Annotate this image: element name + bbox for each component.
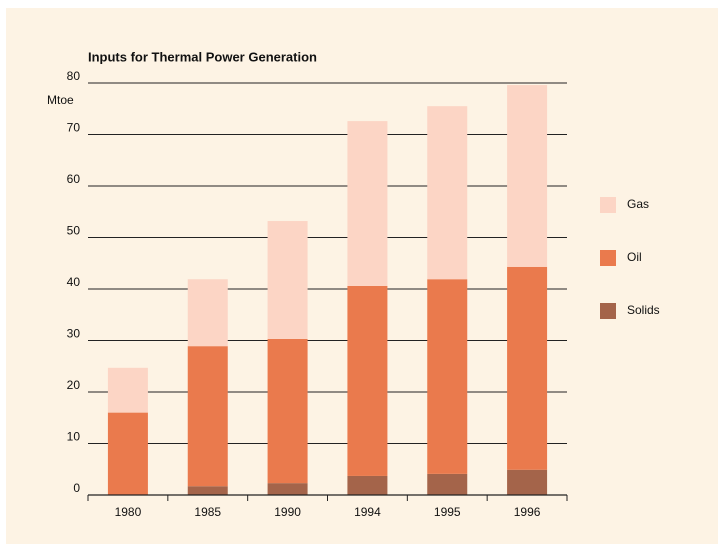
legend-swatch: [600, 303, 616, 319]
legend-label: Gas: [627, 197, 649, 211]
bar-segment: [507, 266, 548, 470]
y-tick-label: 60: [67, 172, 81, 186]
y-tick-label: 50: [67, 224, 81, 238]
x-tick-label: 1990: [274, 505, 301, 519]
chart-title: Inputs for Thermal Power Generation: [88, 49, 317, 64]
bar-segment: [427, 279, 468, 474]
bar-segment: [267, 483, 308, 495]
bar-segment: [187, 279, 228, 347]
bar-segment: [427, 106, 468, 280]
bar-segment: [187, 346, 228, 487]
bar-segment: [347, 475, 388, 495]
legend-swatch: [600, 197, 616, 213]
bar-segment: [347, 285, 388, 476]
bar-segment: [267, 221, 308, 339]
y-tick-label: 70: [67, 121, 81, 135]
x-tick-label: 1994: [354, 505, 381, 519]
x-tick-label: 1980: [115, 505, 142, 519]
y-tick-label: 0: [73, 481, 80, 495]
y-tick-label: 80: [67, 69, 81, 83]
legend-label: Solids: [627, 303, 660, 317]
x-tick-label: 1996: [514, 505, 541, 519]
x-tick-label: 1985: [194, 505, 221, 519]
y-tick-label: 40: [67, 275, 81, 289]
y-tick-label: 30: [67, 327, 81, 341]
y-axis-label: Mtoe: [47, 93, 74, 107]
y-tick-label: 10: [67, 430, 81, 444]
legend-swatch: [600, 250, 616, 266]
bar-segment: [267, 338, 308, 484]
y-tick-label: 20: [67, 378, 81, 392]
bar-segment: [107, 412, 148, 495]
bar-segment: [507, 469, 548, 495]
bar-segment: [107, 367, 148, 413]
bar-segment: [427, 473, 468, 495]
x-tick-label: 1995: [434, 505, 461, 519]
bar-segment: [187, 486, 228, 495]
bar-segment: [347, 121, 388, 286]
bar-segment: [507, 85, 548, 267]
legend-label: Oil: [627, 250, 642, 264]
